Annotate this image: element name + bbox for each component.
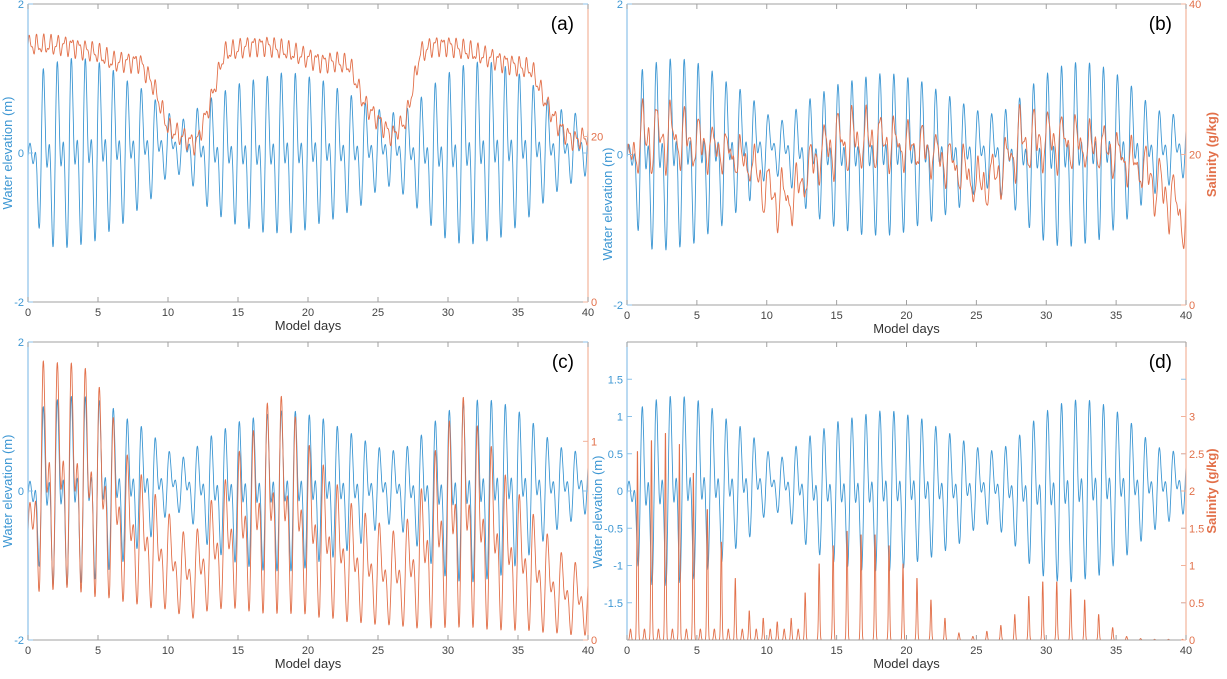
right-y-axis-label: Salinity (g/kg) bbox=[1204, 448, 1219, 533]
left-y-axis-label: Water elevation (m) bbox=[600, 148, 615, 261]
left-y-axis-label: Water elevation (m) bbox=[590, 456, 605, 569]
left-y-tick-label: 0 bbox=[18, 148, 24, 160]
water-elevation-line bbox=[626, 58, 1187, 251]
x-tick-label: 25 bbox=[372, 645, 384, 657]
left-y-tick-label: -1 bbox=[613, 561, 623, 573]
left-y-tick-label: 1 bbox=[617, 412, 623, 424]
panel-d: 0 5 10 15 20 25 30 35 40-1.5-1-0.500.511.500.511… bbox=[590, 341, 1219, 671]
x-tick-label: 30 bbox=[1040, 645, 1052, 657]
panel-label: (a) bbox=[551, 14, 574, 35]
x-tick-label: 5 bbox=[95, 307, 101, 319]
x-tick-label: 15 bbox=[831, 310, 843, 322]
x-tick-label: 35 bbox=[1110, 645, 1122, 657]
left-y-tick-label: -0.5 bbox=[604, 523, 623, 535]
salinity-line bbox=[626, 98, 1187, 250]
right-y-tick-label: 3 bbox=[1189, 412, 1195, 424]
x-axis-label: Model days bbox=[275, 656, 342, 671]
x-axis-label: Model days bbox=[873, 321, 940, 336]
left-y-axis-label: Water elevation (m) bbox=[0, 435, 15, 548]
left-y-tick-label: 0 bbox=[617, 486, 623, 498]
right-y-tick-label: 40 bbox=[1189, 0, 1201, 11]
x-tick-label: 35 bbox=[512, 307, 524, 319]
left-y-tick-label: 2 bbox=[617, 0, 623, 11]
panel-label: (c) bbox=[552, 352, 574, 373]
panel-label: (d) bbox=[1149, 352, 1172, 373]
water-elevation-line bbox=[626, 395, 1187, 586]
right-y-tick-label: 1 bbox=[1189, 561, 1195, 573]
x-axis-label: Model days bbox=[873, 656, 940, 671]
x-tick-label: 30 bbox=[1040, 310, 1052, 322]
x-axis-label: Model days bbox=[275, 318, 342, 333]
x-tick-label: 15 bbox=[831, 645, 843, 657]
x-tick-label: 40 bbox=[582, 307, 594, 319]
right-y-tick-label: 0 bbox=[591, 297, 597, 309]
right-y-tick-label: 20 bbox=[591, 131, 603, 143]
x-tick-label: 5 bbox=[95, 645, 101, 657]
x-tick-label: 30 bbox=[442, 307, 454, 319]
left-y-tick-label: -2 bbox=[14, 635, 24, 647]
x-tick-label: 30 bbox=[442, 645, 454, 657]
x-tick-label: 25 bbox=[970, 310, 982, 322]
left-y-tick-label: 0 bbox=[18, 486, 24, 498]
x-tick-label: 15 bbox=[232, 645, 244, 657]
left-y-tick-label: -1.5 bbox=[604, 598, 623, 610]
x-tick-label: 25 bbox=[970, 645, 982, 657]
x-tick-label: 40 bbox=[582, 645, 594, 657]
x-tick-label: 20 bbox=[900, 310, 912, 322]
right-y-tick-label: 20 bbox=[1189, 150, 1201, 162]
x-tick-label: 0 bbox=[624, 645, 630, 657]
right-y-axis-label: Salinity (g/kg) bbox=[1204, 112, 1219, 197]
left-y-tick-label: 1.5 bbox=[608, 374, 623, 386]
left-y-tick-label: 2 bbox=[18, 0, 24, 11]
x-tick-label: 40 bbox=[1180, 310, 1192, 322]
x-tick-label: 20 bbox=[302, 307, 314, 319]
x-tick-label: 0 bbox=[624, 310, 630, 322]
x-tick-label: 35 bbox=[512, 645, 524, 657]
left-y-tick-label: 0.5 bbox=[608, 449, 623, 461]
x-tick-label: 5 bbox=[694, 645, 700, 657]
x-tick-label: 40 bbox=[1180, 645, 1192, 657]
x-tick-label: 15 bbox=[232, 307, 244, 319]
x-tick-label: 10 bbox=[761, 645, 773, 657]
right-y-tick-label: 0.5 bbox=[1189, 598, 1204, 610]
x-tick-label: 20 bbox=[302, 645, 314, 657]
right-y-tick-label: 0 bbox=[1189, 635, 1195, 647]
salinity-line bbox=[27, 360, 589, 636]
panel-label: (b) bbox=[1149, 14, 1172, 35]
right-y-tick-label: 0 bbox=[591, 635, 597, 647]
left-y-tick-label: 2 bbox=[18, 337, 24, 349]
left-y-tick-label: -2 bbox=[14, 297, 24, 309]
right-y-tick-label: 1.5 bbox=[1189, 523, 1204, 535]
left-y-axis-label: Water elevation (m) bbox=[0, 97, 15, 210]
right-y-tick-label: 0 bbox=[1189, 300, 1195, 312]
left-y-tick-label: -2 bbox=[613, 300, 623, 312]
salinity-line bbox=[27, 33, 589, 156]
water-elevation-line bbox=[27, 57, 589, 248]
right-y-tick-label: 2.5 bbox=[1189, 449, 1204, 461]
x-tick-label: 10 bbox=[162, 645, 174, 657]
x-tick-label: 35 bbox=[1110, 310, 1122, 322]
x-tick-label: 0 bbox=[25, 307, 31, 319]
water-elevation-line bbox=[27, 395, 589, 586]
x-tick-label: 10 bbox=[761, 310, 773, 322]
x-tick-label: 0 bbox=[25, 645, 31, 657]
right-y-tick-label: 1 bbox=[591, 436, 597, 448]
x-tick-label: 5 bbox=[694, 310, 700, 322]
right-y-tick-label: 2 bbox=[1189, 486, 1195, 498]
x-tick-label: 25 bbox=[372, 307, 384, 319]
left-y-tick-label: 0 bbox=[617, 150, 623, 162]
x-tick-label: 10 bbox=[162, 307, 174, 319]
x-tick-label: 20 bbox=[900, 645, 912, 657]
